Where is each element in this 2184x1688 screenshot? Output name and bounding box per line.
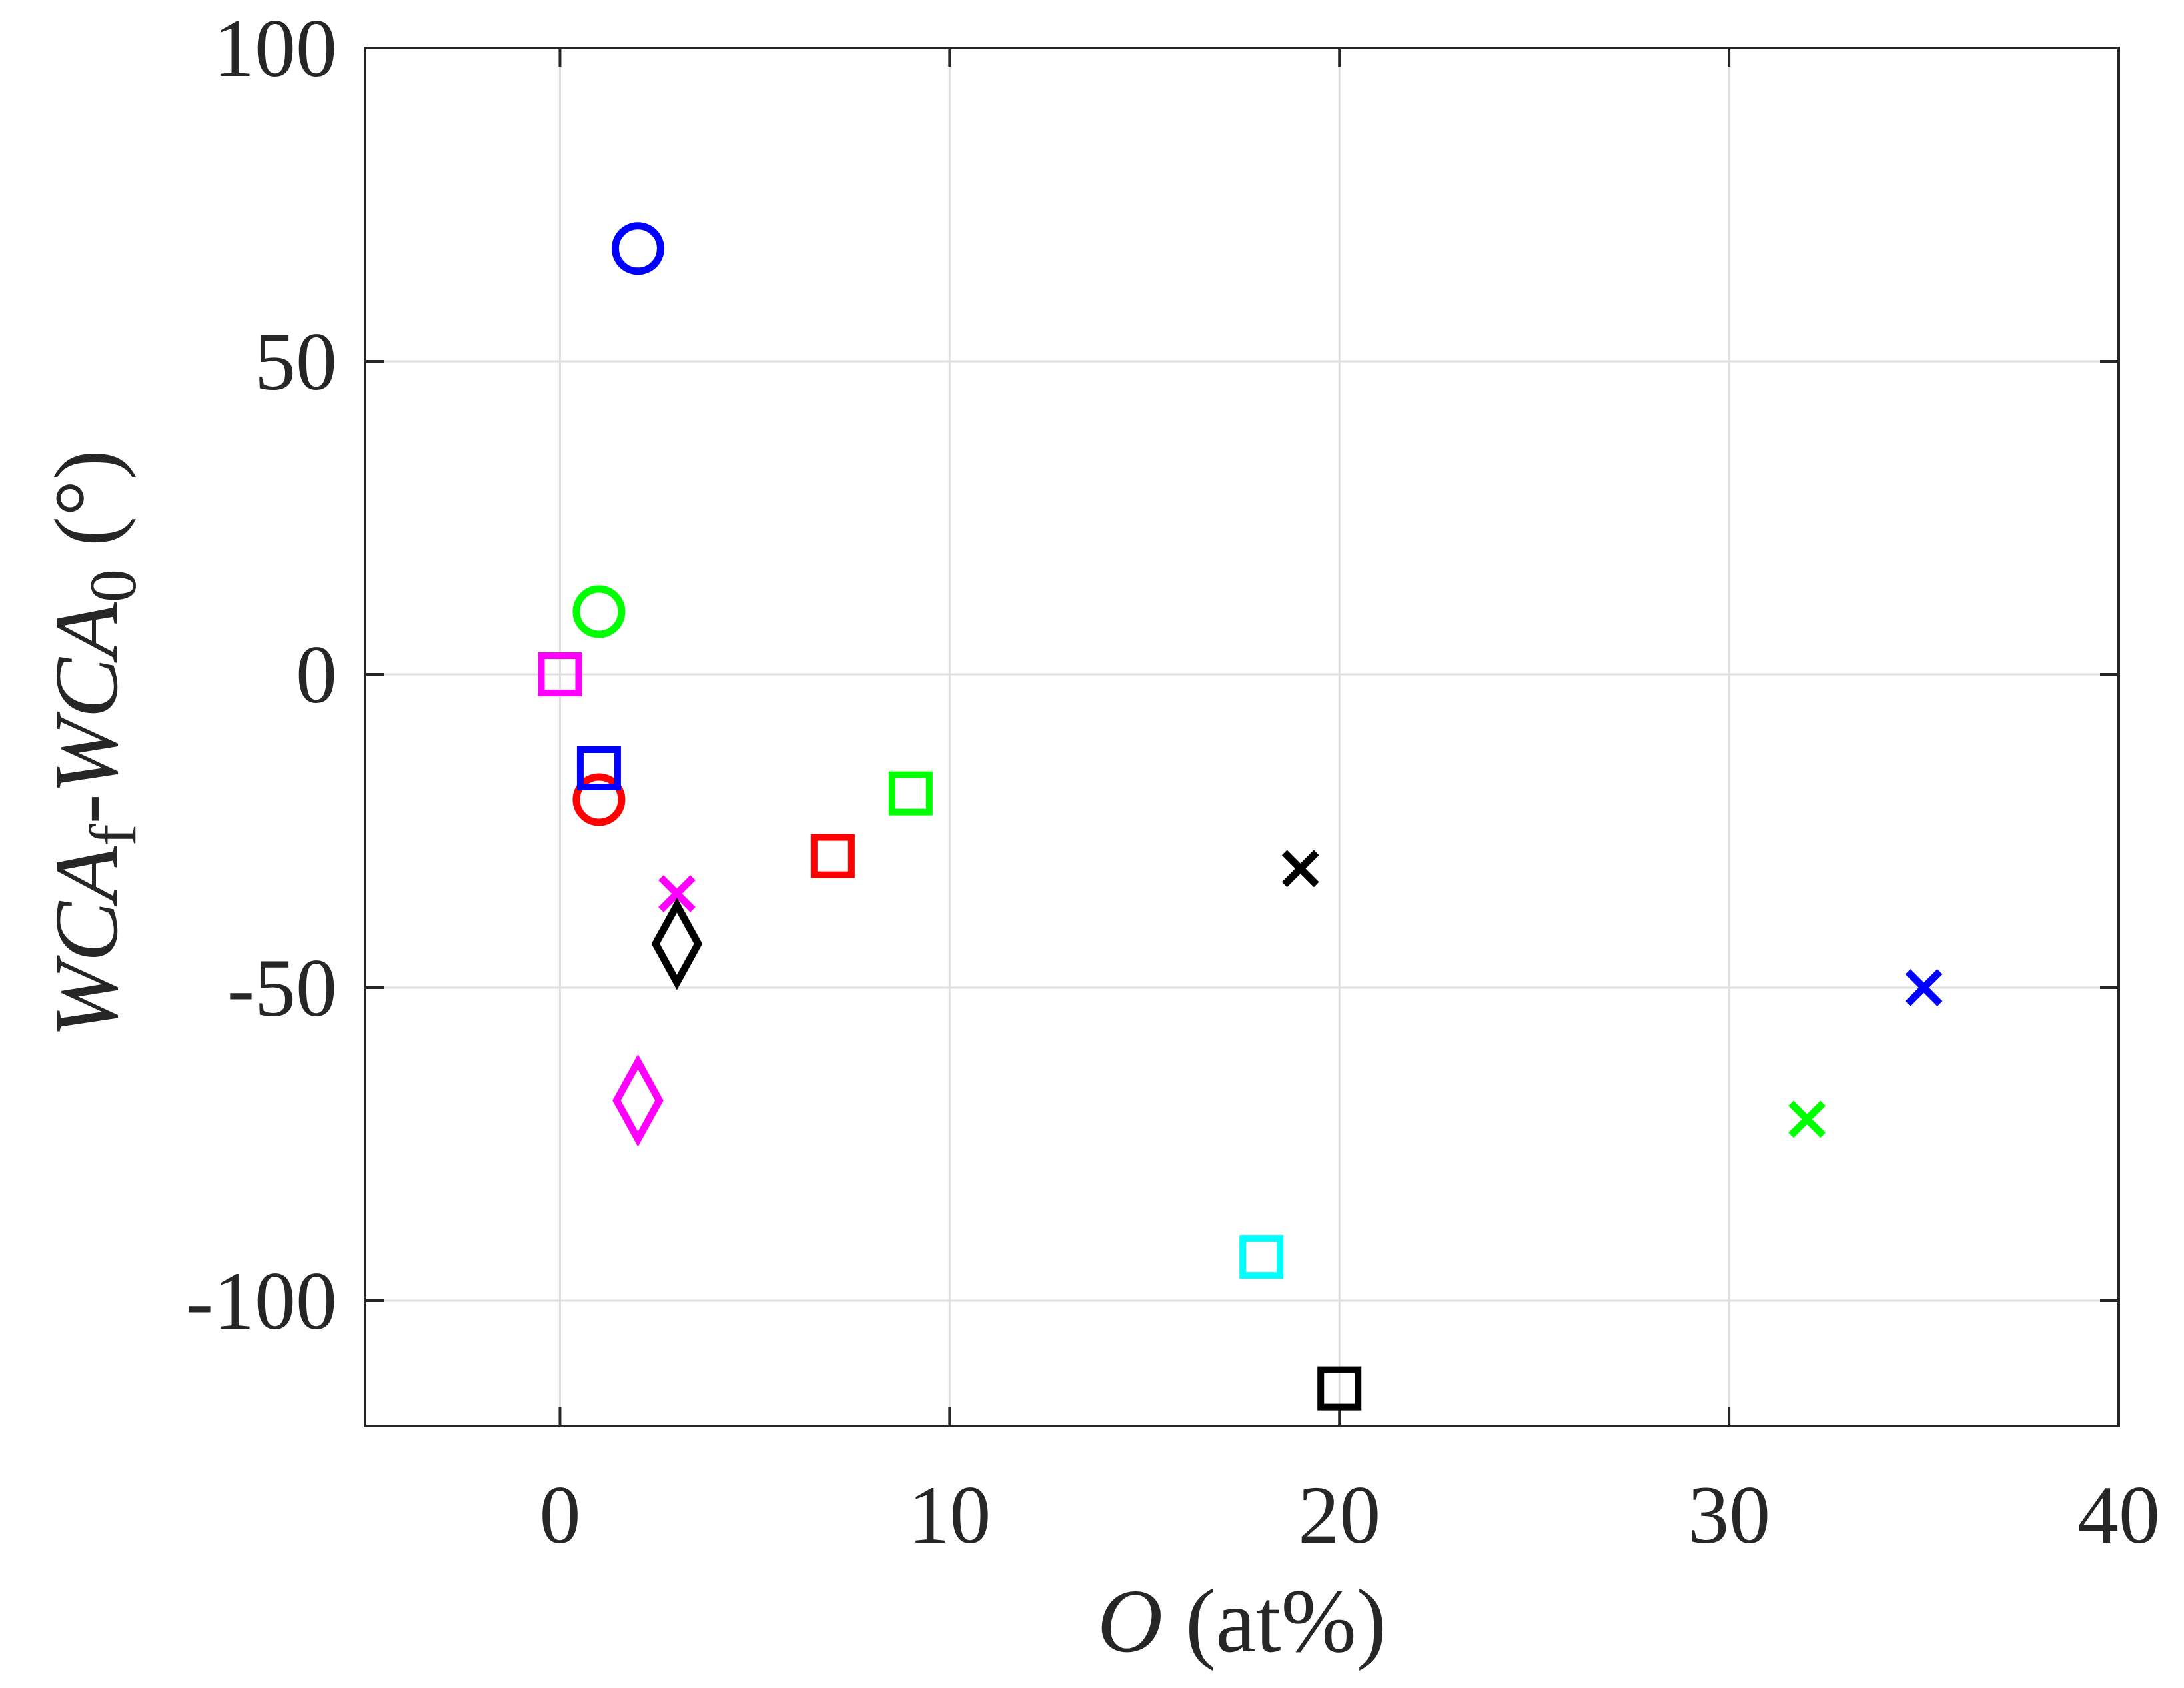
x-tick-label: 30 [1688,1469,1770,1561]
y-axis-term-a-subscript: f [76,824,150,846]
x-axis-variable: O [1097,1571,1163,1671]
y-axis-term-b-subscript: 0 [76,569,150,602]
circle-marker [572,585,626,638]
x-axis-unit: (at%) [1163,1571,1386,1671]
x-tick-label: 10 [908,1469,991,1561]
square-marker [1239,1235,1284,1279]
x-tick-label: 20 [1298,1469,1380,1561]
circle-marker [611,222,664,275]
x-marker [658,875,696,912]
y-tick-label: 100 [213,3,337,94]
x-marker [1281,850,1319,888]
x-tick-labels: 0 10 20 30 40 [539,1469,2160,1561]
y-tick-label: -50 [227,942,337,1034]
square-marker [1317,1366,1362,1411]
x-axis-title: O (at%) [1097,1571,1386,1671]
x-marker [1905,969,1943,1006]
y-tick-label: 0 [296,629,337,720]
y-axis-unit: (°) [37,450,137,569]
y-tick-labels: 100 50 0 -50 -100 [186,3,337,1347]
y-tick-label: -100 [186,1256,337,1347]
square-marker [810,834,855,878]
circle-marker [572,773,626,826]
square-marker [888,771,933,816]
grid-lines [365,47,2120,1426]
y-axis-minus: - [37,794,137,824]
diamond-marker [612,1054,664,1147]
plot-area-frame [364,47,2120,1427]
y-axis-title: WCAf-WCA0 (°) [37,450,150,1038]
x-tick-label: 0 [539,1469,580,1561]
y-axis-term-a: WCA [37,846,137,1038]
square-marker [538,652,582,696]
diamond-marker [651,897,703,990]
axis-ticks [365,47,2120,1426]
y-axis-term-b: WCA [37,602,137,794]
x-marker [1788,1100,1826,1138]
square-marker [576,746,621,790]
y-tick-label: 50 [255,316,337,407]
x-tick-label: 40 [2077,1469,2160,1561]
data-points [538,222,1943,1411]
